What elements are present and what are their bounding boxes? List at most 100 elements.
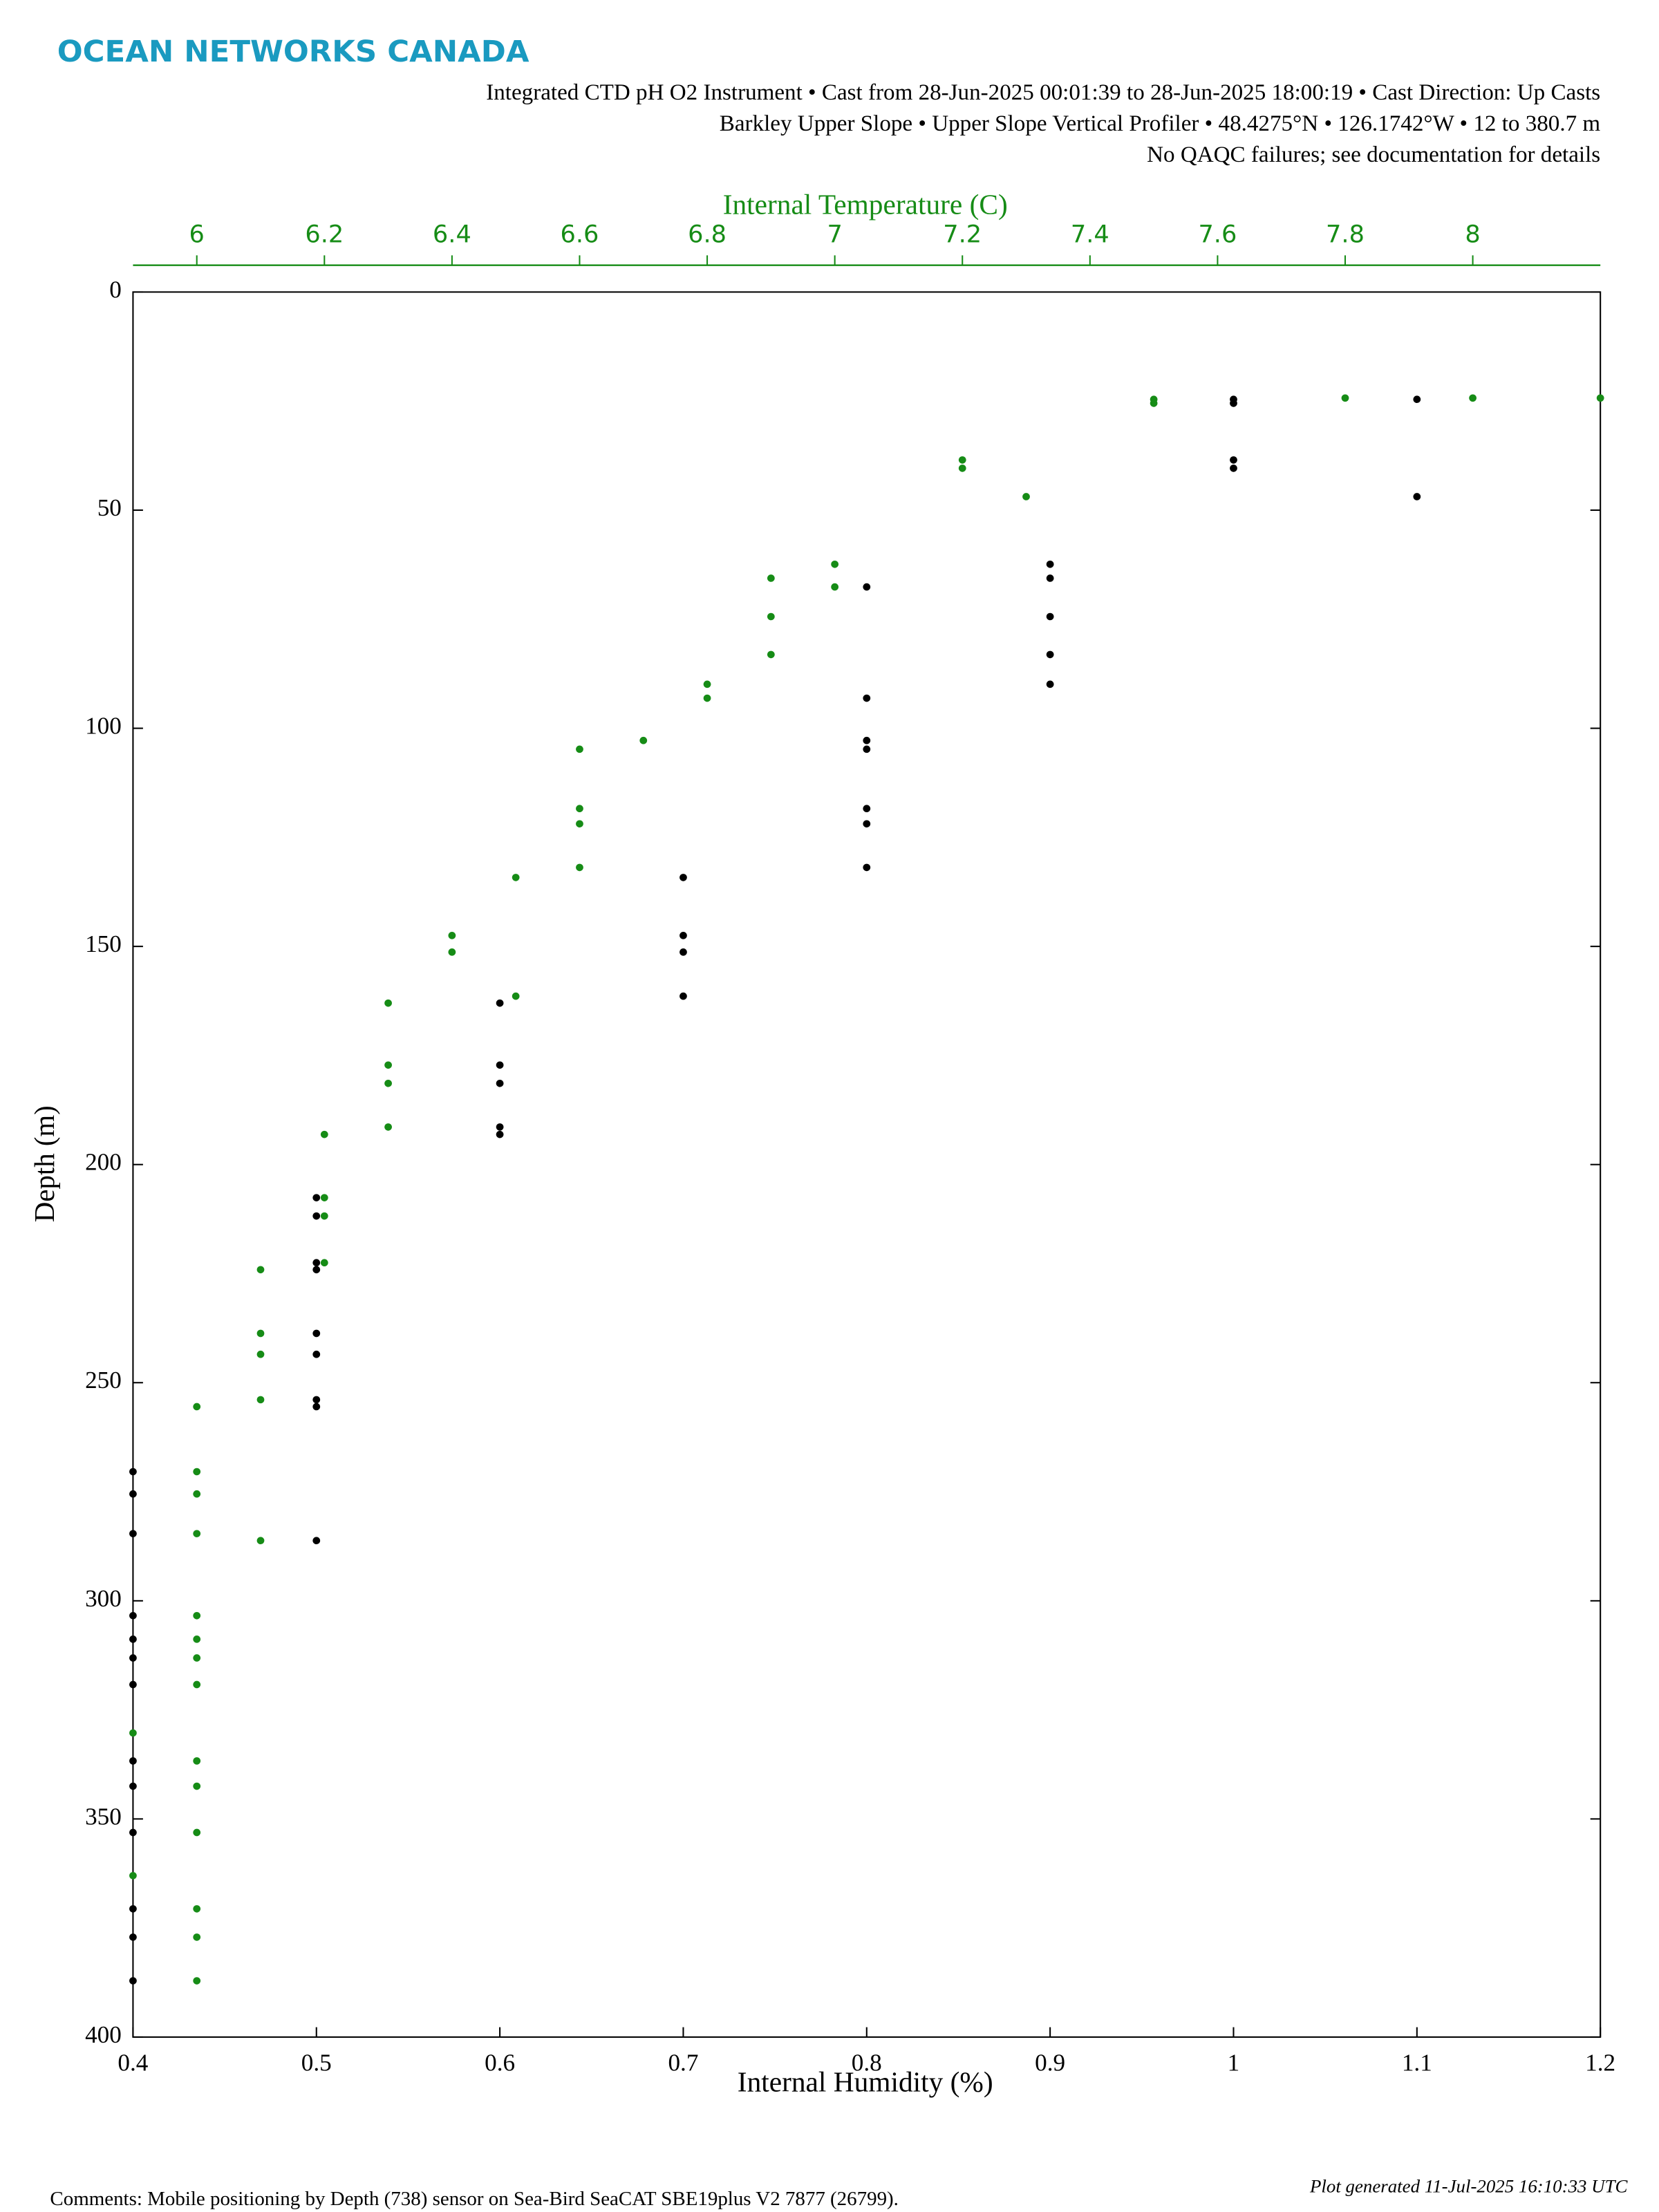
- data-point: [639, 736, 648, 744]
- data-point: [320, 1130, 328, 1138]
- data-point: [958, 465, 966, 472]
- data-point: [384, 999, 392, 1007]
- y-tick-label: 0: [109, 276, 122, 303]
- data-point: [129, 1905, 137, 1913]
- data-point: [863, 694, 871, 702]
- y-tick-label: 200: [85, 1149, 122, 1176]
- data-point: [1150, 400, 1158, 407]
- data-point: [384, 1079, 392, 1087]
- data-point: [863, 745, 871, 753]
- header-line: Integrated CTD pH O2 Instrument • Cast f…: [486, 80, 1600, 105]
- x2-tick-label: 6.6: [561, 221, 599, 249]
- x2-tick-label: 8: [1465, 221, 1480, 249]
- x2-tick-label: 6.8: [688, 221, 727, 249]
- data-point: [512, 874, 520, 881]
- data-point: [193, 1611, 201, 1620]
- data-point: [129, 1530, 137, 1537]
- data-point: [129, 1611, 137, 1620]
- data-point: [129, 1933, 137, 1941]
- data-point: [703, 694, 711, 702]
- data-point: [193, 1530, 201, 1537]
- data-point: [193, 1782, 201, 1790]
- x-tick-label: 0.7: [668, 2050, 698, 2077]
- x-axis-label: Internal Humidity (%): [738, 2066, 993, 2098]
- x-tick-label: 1: [1228, 2050, 1240, 2077]
- x-tick-label: 0.5: [301, 2050, 332, 2077]
- data-point: [129, 1828, 137, 1837]
- data-point: [576, 805, 583, 813]
- data-point: [256, 1396, 265, 1404]
- data-point: [384, 1123, 392, 1131]
- data-point: [129, 1654, 137, 1662]
- y-tick-label: 250: [85, 1367, 122, 1394]
- x-tick-label: 0.4: [118, 2050, 148, 2077]
- data-point: [312, 1350, 321, 1358]
- data-point: [312, 1537, 321, 1545]
- data-point: [193, 1828, 201, 1837]
- x2-tick-label: 7.4: [1071, 221, 1109, 249]
- data-point: [1596, 394, 1604, 402]
- x-tick-label: 1.2: [1585, 2050, 1615, 2077]
- data-point: [129, 1782, 137, 1790]
- data-point: [863, 820, 871, 828]
- y-tick-label: 350: [85, 1803, 122, 1830]
- data-point: [129, 1490, 137, 1498]
- data-point: [767, 612, 775, 621]
- data-point: [863, 583, 871, 591]
- data-point: [1046, 574, 1054, 582]
- data-point: [320, 1212, 328, 1220]
- data-point: [1046, 560, 1054, 568]
- data-point: [193, 1490, 201, 1498]
- data-point: [1413, 395, 1421, 404]
- x2-tick-label: 6.2: [305, 221, 344, 249]
- data-point: [129, 1468, 137, 1476]
- data-point: [863, 805, 871, 813]
- data-point: [129, 1757, 137, 1765]
- footer-comments: Comments: Mobile positioning by Depth (7…: [50, 2188, 899, 2210]
- y-tick-label: 100: [85, 713, 122, 740]
- y-axis-label: Depth (m): [28, 1105, 60, 1222]
- data-point: [1341, 394, 1349, 402]
- data-point: [129, 1872, 137, 1880]
- data-point: [496, 1061, 504, 1069]
- data-point: [496, 999, 504, 1007]
- data-point: [256, 1329, 265, 1338]
- x2-tick-label: 6: [189, 221, 205, 249]
- data-point: [576, 820, 583, 828]
- data-point: [320, 1259, 328, 1267]
- x2-tick-label: 7.6: [1198, 221, 1237, 249]
- data-point: [1230, 465, 1237, 472]
- data-point: [312, 1396, 321, 1404]
- data-point: [312, 1212, 321, 1220]
- data-point: [767, 650, 775, 659]
- data-point: [512, 992, 520, 1000]
- x2-tick-label: 7.8: [1326, 221, 1365, 249]
- y-tick-label: 150: [85, 930, 122, 957]
- data-point: [679, 932, 687, 939]
- data-point: [1022, 493, 1030, 500]
- header-line: No QAQC failures; see documentation for …: [1147, 142, 1600, 167]
- data-point: [576, 863, 583, 872]
- data-point: [320, 1194, 328, 1201]
- data-point: [1469, 394, 1477, 402]
- data-point: [193, 1403, 201, 1411]
- data-point: [193, 1468, 201, 1476]
- data-point: [703, 680, 711, 688]
- data-point: [767, 574, 775, 582]
- data-point: [831, 583, 839, 591]
- data-point: [1046, 650, 1054, 659]
- data-point: [256, 1537, 265, 1545]
- data-point: [496, 1130, 504, 1138]
- x2-axis-label: Internal Temperature (C): [723, 189, 1008, 221]
- brand-logo: OCEAN NETWORKS CANADA: [57, 35, 529, 69]
- data-point: [496, 1123, 504, 1131]
- data-point: [256, 1350, 265, 1358]
- data-point: [193, 1933, 201, 1941]
- x2-tick-label: 7.2: [943, 221, 982, 249]
- data-point: [384, 1061, 392, 1069]
- data-point: [863, 736, 871, 744]
- y-tick-label: 50: [97, 494, 122, 521]
- x-tick-label: 0.6: [485, 2050, 515, 2077]
